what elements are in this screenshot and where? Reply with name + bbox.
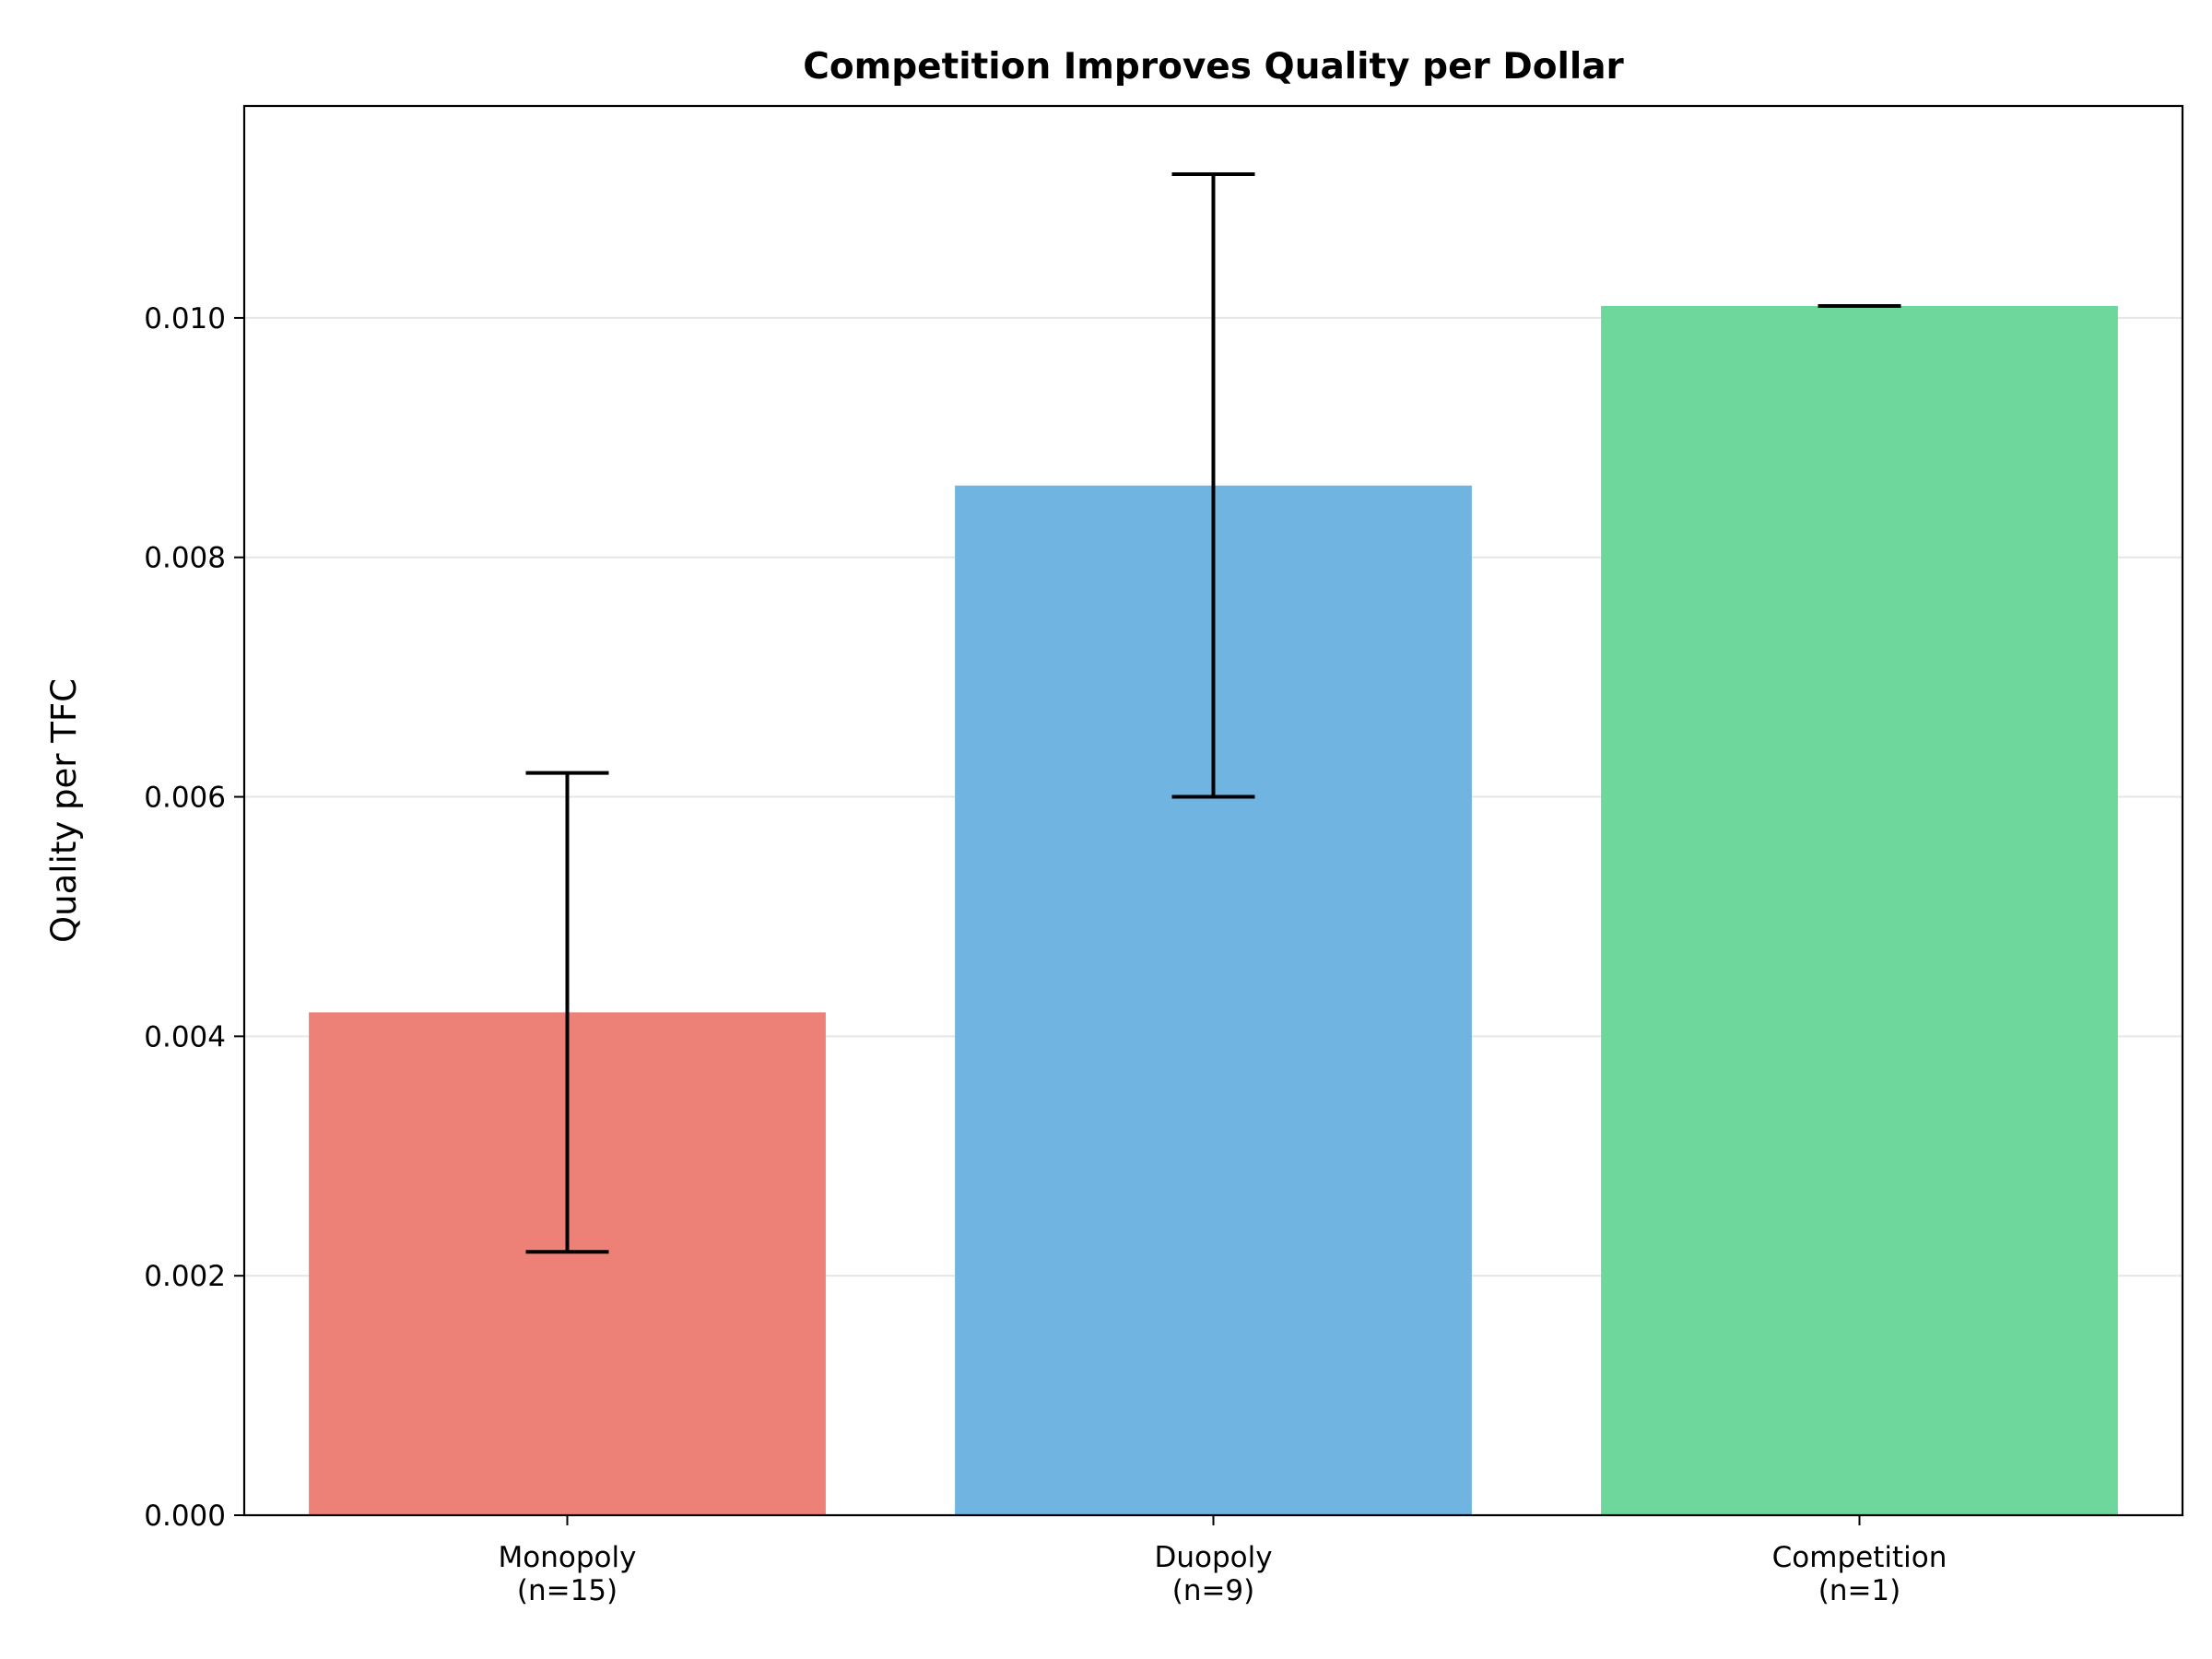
y-tick-label: 0.004 bbox=[144, 1020, 226, 1053]
x-tick-label: Duopoly (n=9) bbox=[1154, 1541, 1272, 1607]
x-axis-ticks: Monopoly (n=15) Duopoly (n=9) Competition (n=… bbox=[499, 1515, 1947, 1607]
bars bbox=[309, 305, 2118, 1515]
y-axis-label: Quality per TFC bbox=[44, 678, 84, 943]
error-bar-monopoly bbox=[525, 771, 609, 1254]
error-bar-duopoly bbox=[1171, 172, 1255, 799]
y-tick-label: 0.006 bbox=[144, 782, 226, 815]
y-tick-label: 0.000 bbox=[144, 1500, 226, 1533]
y-tick-label: 0.008 bbox=[144, 542, 226, 575]
y-tick-label: 0.002 bbox=[144, 1260, 226, 1293]
x-tick-label: Competition (n=1) bbox=[1772, 1541, 1947, 1607]
x-tick-label: Monopoly (n=15) bbox=[499, 1541, 637, 1607]
y-tick-label: 0.010 bbox=[144, 302, 226, 335]
bar-competition bbox=[1601, 305, 2118, 1515]
chart-title: Competition Improves Quality per Dollar bbox=[803, 46, 1624, 88]
error-bars bbox=[525, 172, 1901, 1254]
y-axis-ticks: 0.000 0.002 0.004 0.006 0.008 0.010 bbox=[144, 302, 244, 1533]
